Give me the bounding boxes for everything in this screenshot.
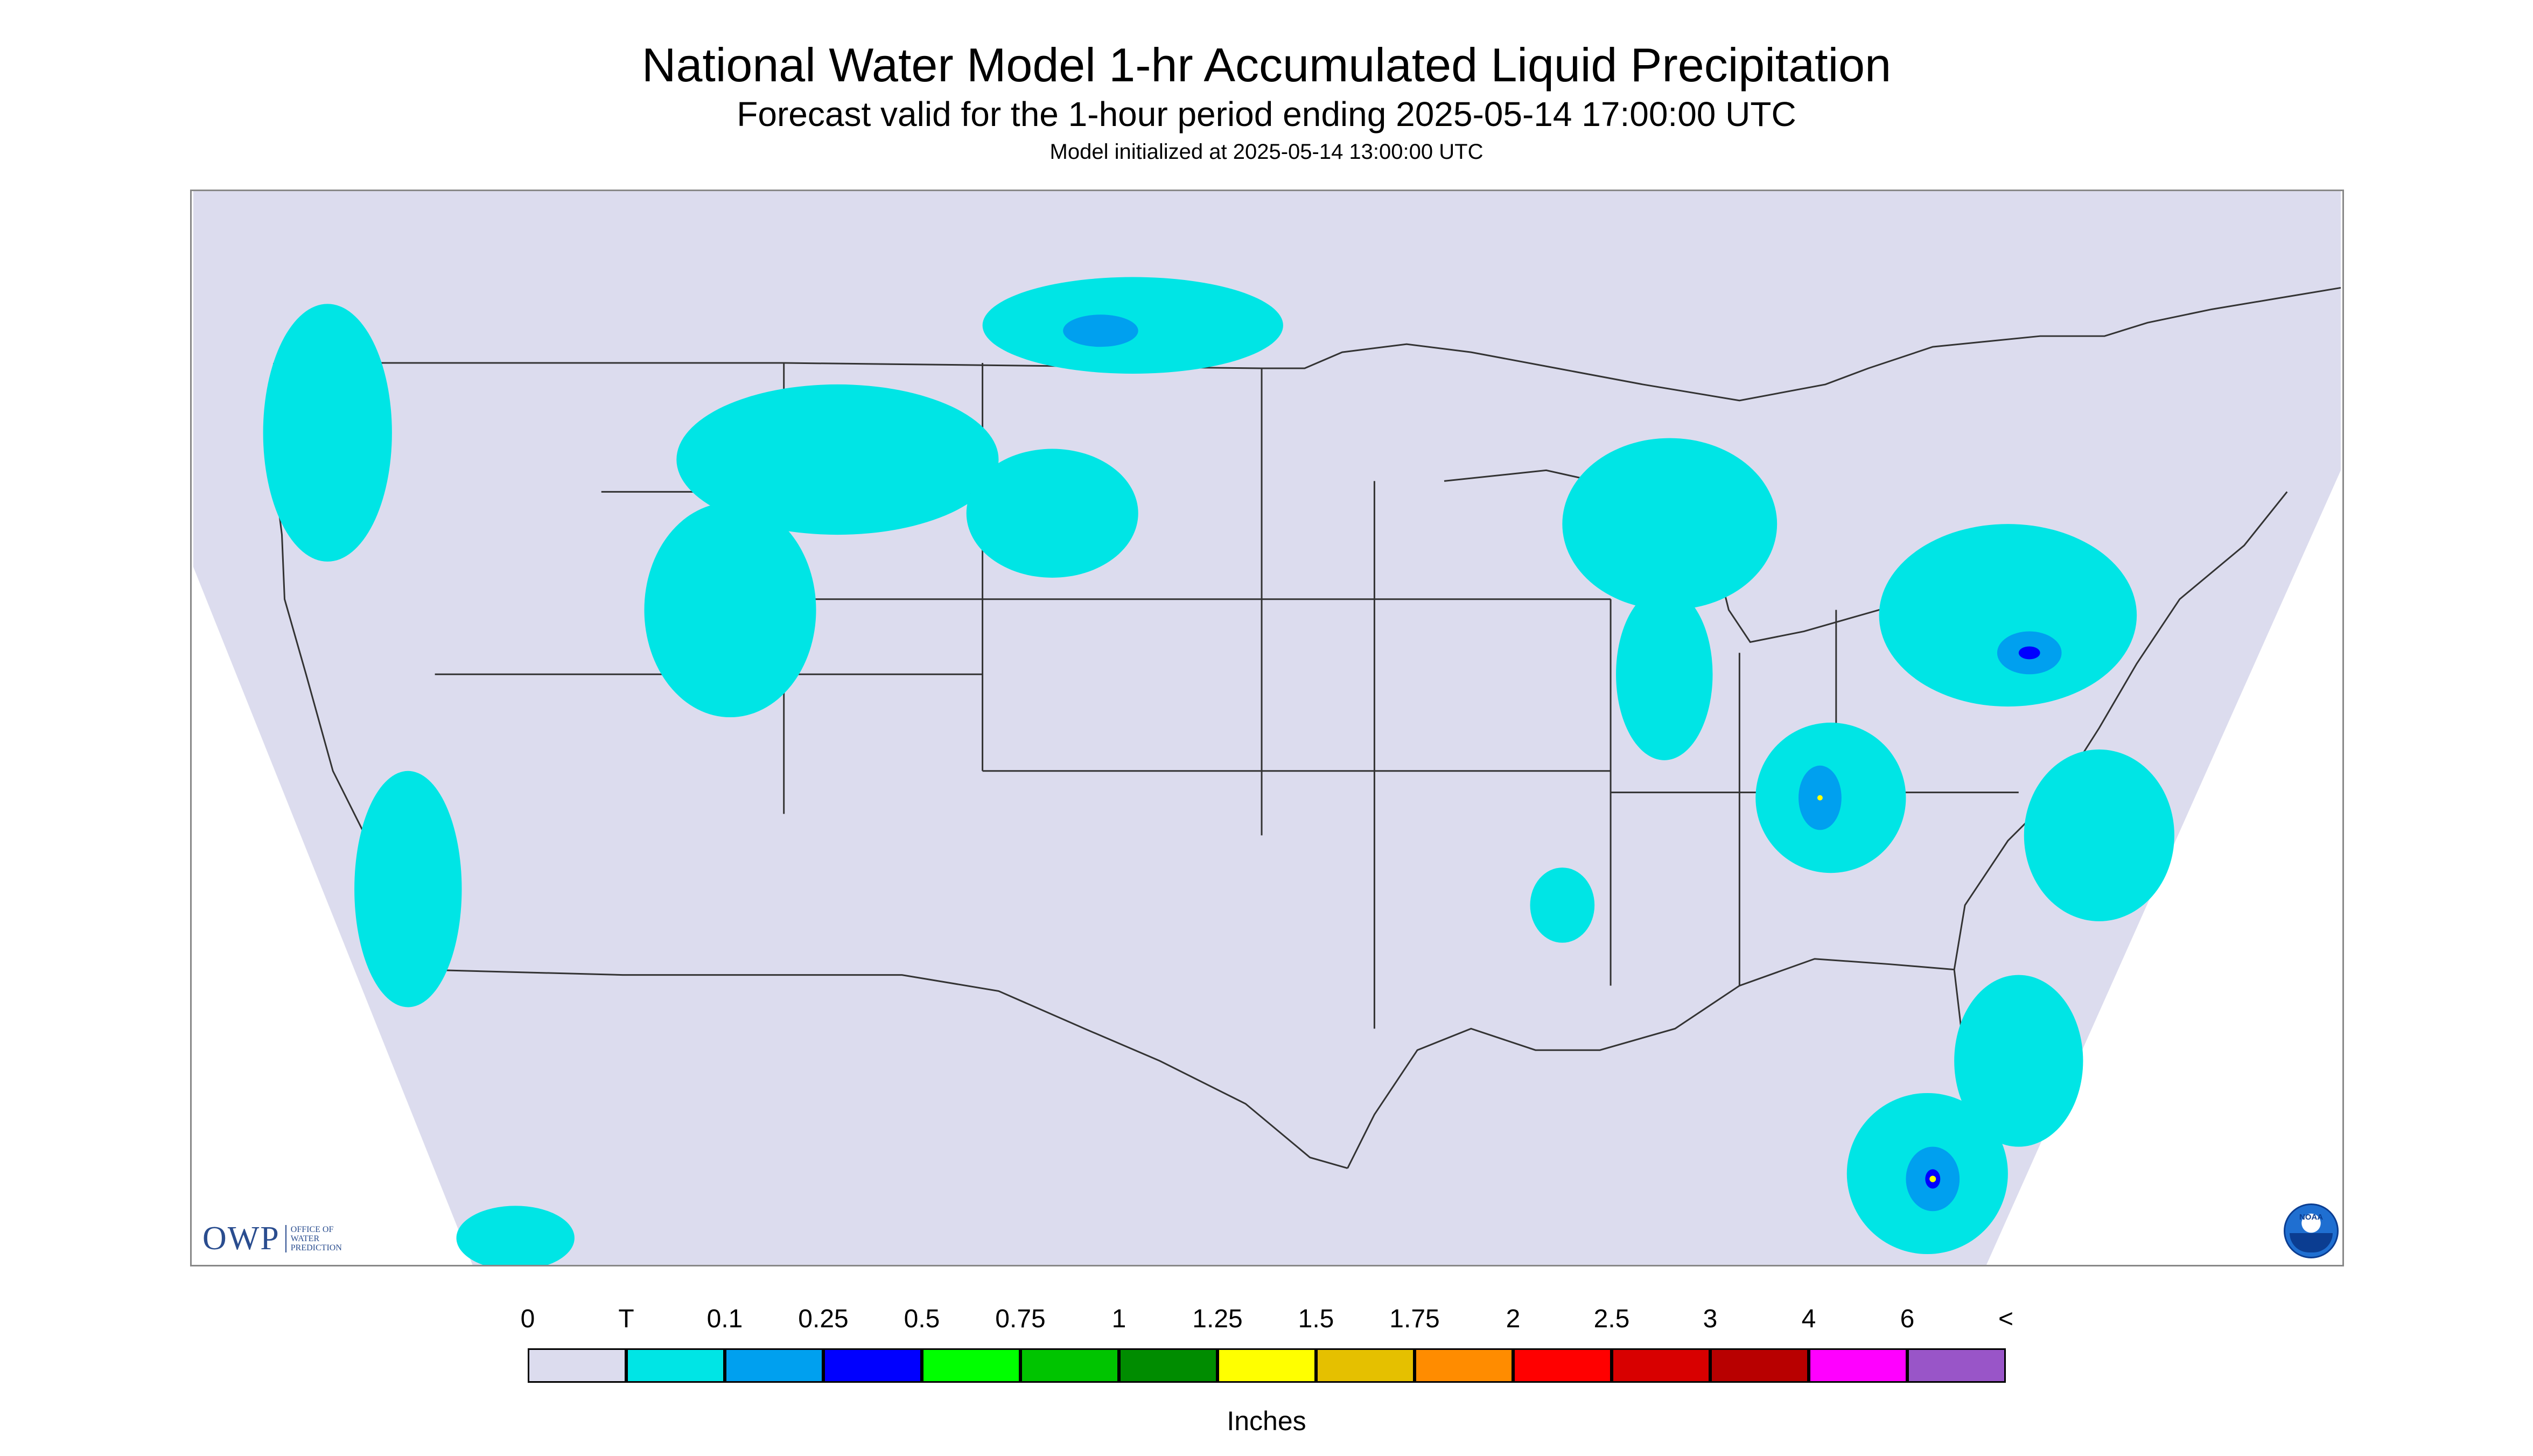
precip-area-moderate [1063, 314, 1138, 347]
precip-area-intense [1817, 795, 1823, 801]
legend-swatch [823, 1348, 922, 1383]
legend-swatch [1612, 1348, 1710, 1383]
precip-area-idaho [644, 502, 816, 718]
noaa-logo-text: NOAA [2299, 1213, 2324, 1222]
legend-tick-label: 2.5 [1593, 1305, 1630, 1333]
legend-tick-label: 1.75 [1389, 1305, 1440, 1333]
legend-tick-label: 0 [520, 1305, 535, 1333]
precip-area-heavy [2018, 646, 2040, 660]
legend-swatch [1710, 1348, 1809, 1383]
legend-swatch [1119, 1348, 1217, 1383]
precip-area-ohio [1616, 588, 1713, 760]
noaa-logo: NOAA [2284, 1203, 2339, 1258]
legend-tick-label: 6 [1900, 1305, 1915, 1333]
legend-swatch [1415, 1348, 1513, 1383]
legend-swatch [1020, 1348, 1119, 1383]
legend-tick-label: 0.5 [904, 1305, 940, 1333]
map-subtitle: Forecast valid for the 1-hour period end… [737, 95, 1796, 134]
legend-tick-label: 0.25 [798, 1305, 849, 1333]
gulf-coastline [1347, 958, 1955, 1169]
precip-area-alabama [1530, 867, 1595, 943]
legend-swatch [1217, 1348, 1316, 1383]
legend-tick-label: 2 [1506, 1305, 1521, 1333]
legend-tick-label: T [618, 1305, 634, 1333]
legend-units: Inches [1227, 1406, 1306, 1436]
legend-tick-label: 1.5 [1298, 1305, 1334, 1333]
legend-swatch [1809, 1348, 1907, 1383]
precip-area-pennsylvania [1879, 524, 2137, 707]
precip-area-atlantic-1 [2024, 749, 2174, 921]
legend-swatch [1513, 1348, 1612, 1383]
precip-area-intense [1929, 1175, 1936, 1182]
legend-tick-label: 3 [1703, 1305, 1718, 1333]
legend-swatch [1907, 1348, 2006, 1383]
legend-swatch [528, 1348, 626, 1383]
owp-logo: OWP OFFICE OF WATER PREDICTION [202, 1220, 355, 1258]
map-title: National Water Model 1-hr Accumulated Li… [641, 38, 1892, 92]
precip-area-michigan [1562, 438, 1778, 610]
precip-125 [1817, 795, 1936, 1182]
model-init-line: Model initialized at 2025-05-14 13:00:00… [1049, 140, 1484, 164]
color-legend: 0 T 0.1 0.25 0.5 0.75 1 1.25 1.5 1.75 2 2.5 3 4 6 < Inc… [0, 1292, 2533, 1454]
precip-area-atlantic-2 [1954, 975, 2083, 1147]
precipitation-map: OWP OFFICE OF WATER PREDICTION NOAA [190, 190, 2344, 1266]
precip-area-dakota [966, 449, 1138, 578]
precip-trace [263, 277, 2174, 1265]
us-mexico-border [418, 969, 1348, 1169]
noaa-wave-icon [2290, 1233, 2333, 1252]
owp-logo-text: OFFICE OF WATER PREDICTION [285, 1225, 355, 1252]
owp-logo-mark: OWP [202, 1220, 280, 1257]
legend-tick-label: 0.1 [706, 1305, 743, 1333]
legend-tick-label: 0.75 [995, 1305, 1046, 1333]
legend-swatch [922, 1348, 1020, 1383]
legend-swatch [626, 1348, 725, 1383]
legend-tick-label: 1.25 [1192, 1305, 1243, 1333]
precip-area-baja [354, 771, 462, 1007]
legend-tick-label: 1 [1111, 1305, 1126, 1333]
legend-swatch [1316, 1348, 1415, 1383]
precip-area-southeast-pacific [456, 1206, 575, 1265]
legend-swatch [725, 1348, 823, 1383]
map-canvas [193, 191, 2341, 1265]
legend-tick-label: < [1998, 1305, 2014, 1333]
legend-tick-label: 4 [1801, 1305, 1816, 1333]
canada-us-border [274, 286, 2341, 402]
precip-area-montana [676, 384, 999, 535]
precip-area-pacific-nw [263, 304, 392, 562]
